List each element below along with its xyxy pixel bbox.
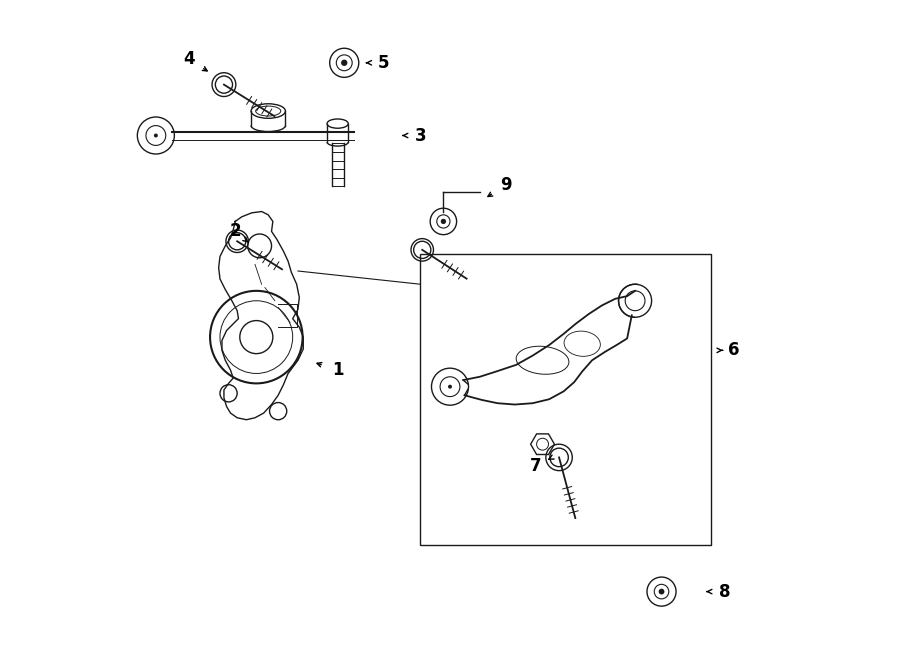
Text: 3: 3 (414, 126, 426, 145)
Text: 9: 9 (500, 176, 512, 194)
Text: 2: 2 (230, 222, 241, 241)
Circle shape (659, 589, 664, 594)
Text: 4: 4 (183, 50, 194, 69)
Text: 1: 1 (332, 361, 344, 379)
Circle shape (441, 219, 446, 224)
Bar (420, 254, 711, 545)
Text: 6: 6 (728, 341, 740, 360)
Circle shape (448, 385, 452, 389)
Text: 7: 7 (530, 457, 542, 475)
Circle shape (341, 59, 347, 66)
Text: 5: 5 (378, 54, 390, 72)
Text: 8: 8 (718, 582, 730, 601)
Circle shape (154, 134, 157, 137)
